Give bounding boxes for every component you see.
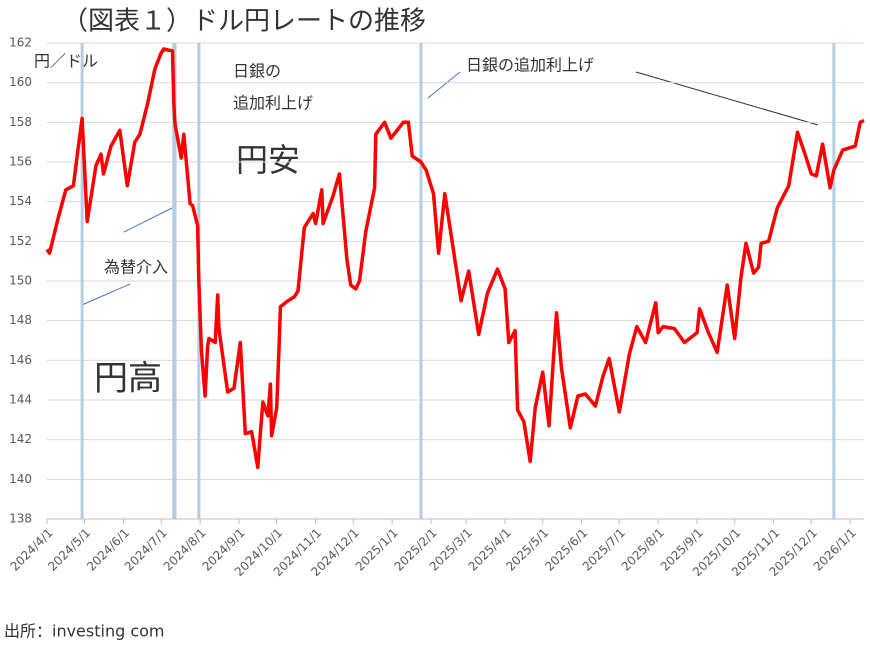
pointer — [123, 207, 173, 233]
pointers — [81, 71, 819, 306]
y-tick-label: 150 — [9, 274, 32, 288]
annotation: 円安 — [236, 141, 300, 179]
y-tick-label: 152 — [9, 234, 32, 248]
y-tick-label: 140 — [9, 472, 32, 486]
y-tick-label: 162 — [9, 36, 32, 50]
y-tick-label: 138 — [9, 512, 32, 526]
annotation: 日銀の — [233, 62, 281, 81]
annotation: 追加利上げ — [233, 94, 313, 113]
pointer — [427, 71, 461, 99]
y-tick-label: 142 — [9, 432, 32, 446]
source-note: 出所：investing com — [4, 622, 165, 641]
y-tick-label: 154 — [9, 194, 32, 208]
annotation: 日銀の追加利上げ — [466, 56, 594, 75]
x-tick-label: 2026/1/1 — [811, 526, 859, 574]
y-axis-label: 円／ドル — [34, 52, 98, 71]
pointer — [81, 283, 131, 306]
y-tick-label: 144 — [9, 393, 32, 407]
line-series — [45, 47, 865, 470]
chart-title: （図表１）ドル円レートの推移 — [62, 7, 426, 37]
pointer — [635, 71, 819, 126]
y-tick-label: 156 — [9, 155, 32, 169]
y-tick-label: 160 — [9, 75, 32, 89]
y-tick-label: 158 — [9, 115, 32, 129]
y-tick-label: 146 — [9, 353, 32, 367]
annotation: 為替介入 — [104, 258, 168, 277]
annotation: 円高 — [94, 359, 162, 399]
y-tick-label: 148 — [9, 313, 32, 327]
